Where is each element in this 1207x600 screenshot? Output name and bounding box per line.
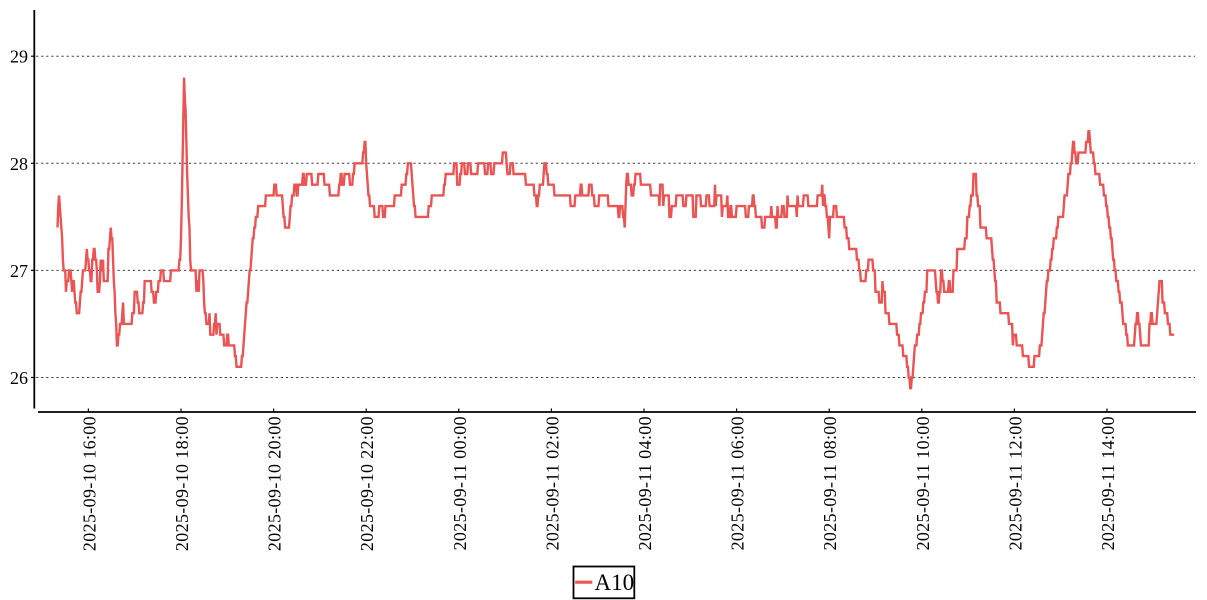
svg-text:2025-09-10 22:00: 2025-09-10 22:00 xyxy=(357,416,377,551)
svg-text:28: 28 xyxy=(10,154,28,174)
svg-text:27: 27 xyxy=(10,261,28,281)
svg-text:2025-09-11 08:00: 2025-09-11 08:00 xyxy=(820,416,840,550)
svg-text:2025-09-10 18:00: 2025-09-10 18:00 xyxy=(172,416,192,551)
svg-text:2025-09-11 04:00: 2025-09-11 04:00 xyxy=(635,416,655,550)
svg-text:2025-09-11 10:00: 2025-09-11 10:00 xyxy=(913,416,933,550)
svg-text:2025-09-11 06:00: 2025-09-11 06:00 xyxy=(728,416,748,550)
svg-text:A10: A10 xyxy=(595,570,635,595)
svg-text:2025-09-10 16:00: 2025-09-10 16:00 xyxy=(79,416,99,551)
svg-text:2025-09-11 14:00: 2025-09-11 14:00 xyxy=(1098,416,1118,550)
svg-text:2025-09-10 20:00: 2025-09-10 20:00 xyxy=(265,416,285,551)
svg-text:29: 29 xyxy=(10,47,28,67)
svg-text:2025-09-11 00:00: 2025-09-11 00:00 xyxy=(450,416,470,550)
svg-text:2025-09-11 02:00: 2025-09-11 02:00 xyxy=(542,416,562,550)
svg-text:2025-09-11 12:00: 2025-09-11 12:00 xyxy=(1005,416,1025,550)
svg-text:26: 26 xyxy=(10,368,28,388)
